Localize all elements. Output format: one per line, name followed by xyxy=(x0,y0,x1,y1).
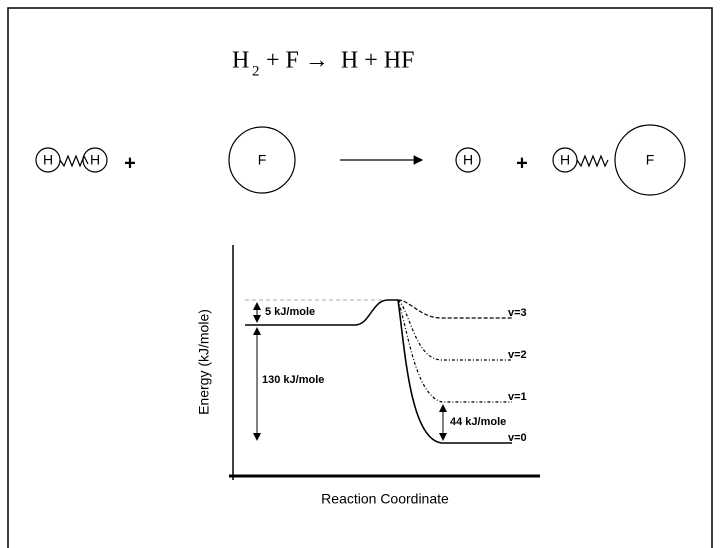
curve-v0 xyxy=(397,299,512,444)
x-axis-label: Reaction Coordinate xyxy=(321,491,449,507)
atom-label: H xyxy=(43,152,53,168)
frame xyxy=(7,7,713,548)
level-label: v=0 xyxy=(508,432,527,444)
curve-v3 xyxy=(397,299,512,319)
eq-base: H xyxy=(232,48,249,74)
level-label: v=2 xyxy=(508,349,527,361)
plus-sign: + xyxy=(516,152,528,174)
y-axis-label: Energy (kJ/mole) xyxy=(196,309,212,415)
atom-label: H xyxy=(90,152,100,168)
atom-label: F xyxy=(258,152,267,168)
annotation: 44 kJ/mole xyxy=(450,416,506,428)
eq-subscript: 2 xyxy=(252,63,260,79)
annotation: 130 kJ/mole xyxy=(262,374,324,386)
atom-label: H xyxy=(463,152,473,168)
atom-label: F xyxy=(646,152,655,168)
energy-curve xyxy=(245,299,398,326)
level-label: v=3 xyxy=(508,307,527,319)
plus-sign: + xyxy=(124,152,136,174)
curve-v2 xyxy=(397,299,512,361)
molecule-shapes xyxy=(35,124,686,196)
atom-label: H xyxy=(560,152,570,168)
curve-v1 xyxy=(397,299,512,403)
annotation: 5 kJ/mole xyxy=(265,306,315,318)
level-label: v=1 xyxy=(508,391,527,403)
eq-rest: + F → H + HF xyxy=(266,48,414,74)
